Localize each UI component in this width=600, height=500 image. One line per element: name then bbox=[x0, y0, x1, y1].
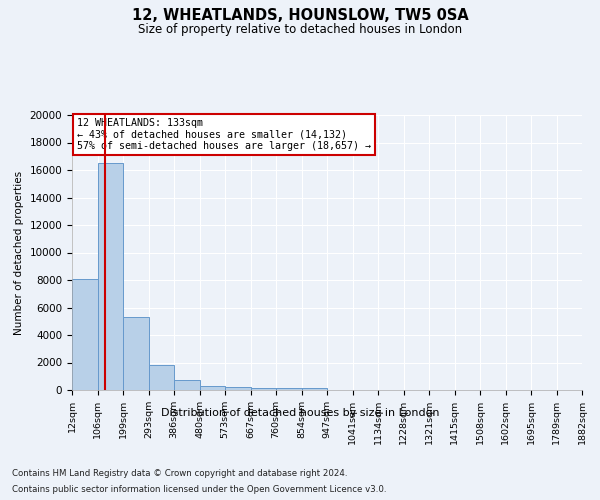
Text: 12 WHEATLANDS: 133sqm
← 43% of detached houses are smaller (14,132)
57% of semi-: 12 WHEATLANDS: 133sqm ← 43% of detached … bbox=[77, 118, 371, 151]
Text: Size of property relative to detached houses in London: Size of property relative to detached ho… bbox=[138, 22, 462, 36]
Bar bbox=[200, 386, 225, 390]
Bar bbox=[302, 388, 327, 390]
Text: 12, WHEATLANDS, HOUNSLOW, TW5 0SA: 12, WHEATLANDS, HOUNSLOW, TW5 0SA bbox=[131, 8, 469, 22]
Bar bbox=[123, 317, 149, 390]
Text: Contains HM Land Registry data © Crown copyright and database right 2024.: Contains HM Land Registry data © Crown c… bbox=[12, 468, 347, 477]
Text: Contains public sector information licensed under the Open Government Licence v3: Contains public sector information licen… bbox=[12, 485, 386, 494]
Bar bbox=[149, 364, 174, 390]
Bar bbox=[251, 388, 276, 390]
Bar bbox=[72, 278, 98, 390]
Y-axis label: Number of detached properties: Number of detached properties bbox=[14, 170, 24, 334]
Bar bbox=[98, 163, 123, 390]
Bar bbox=[225, 387, 251, 390]
Text: Distribution of detached houses by size in London: Distribution of detached houses by size … bbox=[161, 408, 439, 418]
Bar bbox=[174, 380, 200, 390]
Bar bbox=[276, 388, 302, 390]
